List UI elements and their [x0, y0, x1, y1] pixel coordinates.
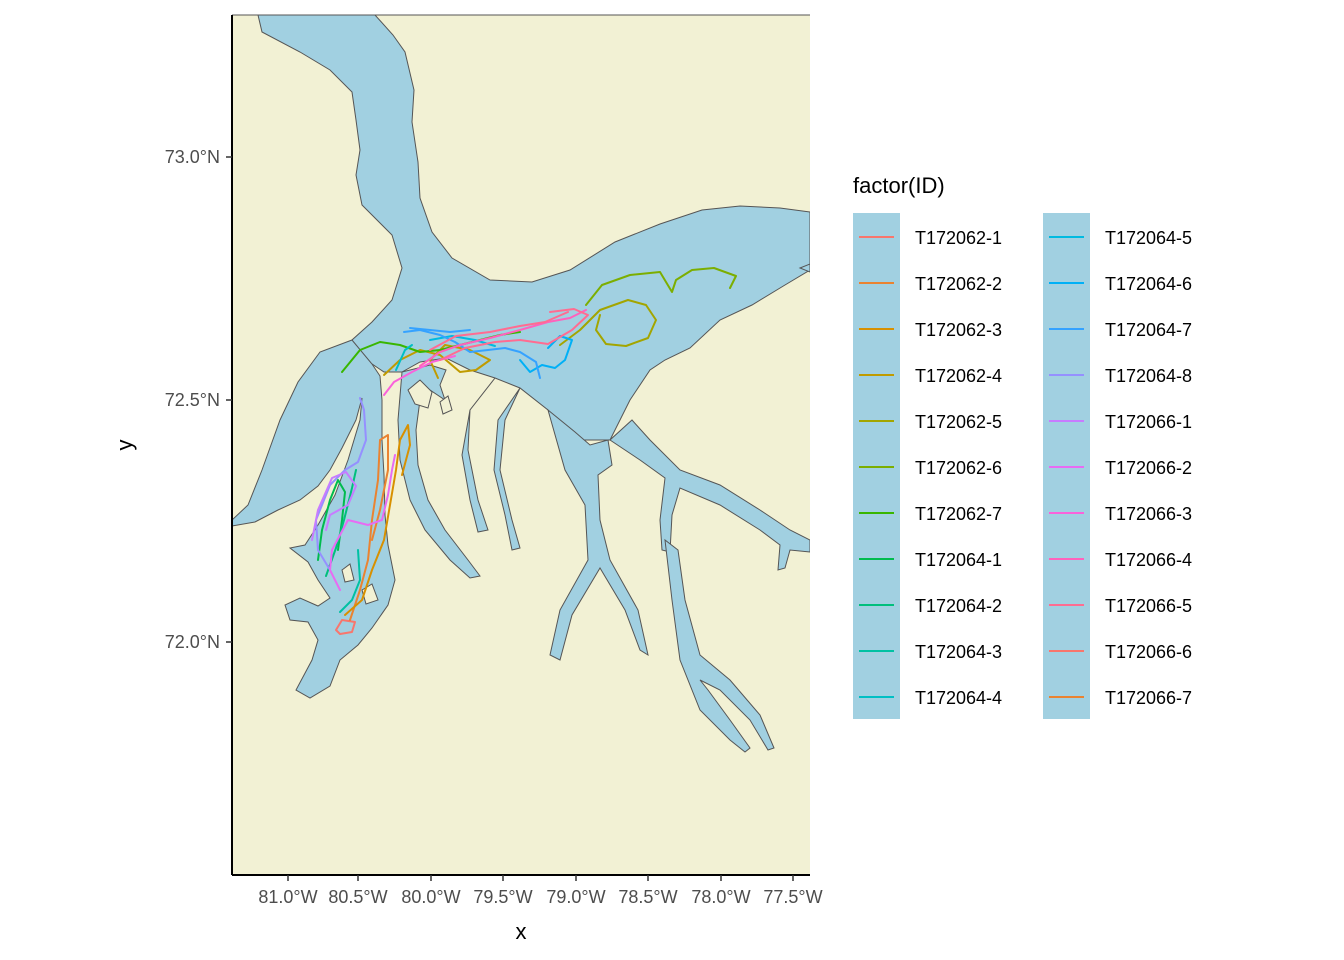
track-T172062-5 [559, 299, 657, 347]
track-T172066-2 [311, 471, 357, 541]
legend-label: T172064-1 [915, 550, 1002, 570]
legend-title: factor(ID) [853, 173, 945, 198]
legend-label: T172062-3 [915, 320, 1002, 340]
legend-label: T172062-7 [915, 504, 1002, 524]
legend-label: T172064-3 [915, 642, 1002, 662]
y-tick-label: 73.0°N [165, 147, 220, 167]
legend-label: T172064-2 [915, 596, 1002, 616]
legend-label: T172066-2 [1105, 458, 1192, 478]
legend-label: T172062-5 [915, 412, 1002, 432]
legend-entries: T172062-1 T172062-2 T172062-3 T172062-4 T172… [859, 228, 1192, 708]
track-T172064-4 [395, 344, 413, 371]
track-T172066-7 [429, 311, 569, 351]
x-axis: 81.0°W 80.5°W 80.0°W 79.5°W 79.0°W 78.5°… [258, 875, 823, 907]
x-tick-label: 79.0°W [546, 887, 605, 907]
legend: factor(ID) T172062-1T172062-2T172062-3T1… [853, 173, 1192, 719]
x-axis-title: x [516, 919, 527, 944]
tracks [311, 267, 737, 635]
legend-label: T172066-5 [1105, 596, 1192, 616]
track-T172066-3 [329, 454, 396, 591]
legend-label: T172064-6 [1105, 274, 1192, 294]
y-tick-label: 72.0°N [165, 632, 220, 652]
legend-label: T172066-6 [1105, 642, 1192, 662]
x-tick-label: 78.0°W [691, 887, 750, 907]
far-south-fjord [664, 538, 775, 753]
track-T172062-6 [585, 267, 737, 306]
legend-label: T172064-7 [1105, 320, 1192, 340]
legend-label: T172062-2 [915, 274, 1002, 294]
upper-right-bay-edge [798, 263, 810, 273]
track-T172064-3 [339, 549, 361, 613]
legend-label: T172066-1 [1105, 412, 1192, 432]
island-north [407, 379, 433, 409]
y-axis: 73.0°N 72.5°N 72.0°N [165, 147, 232, 652]
island-south-2 [341, 563, 355, 583]
legend-label: T172062-4 [915, 366, 1002, 386]
track-T172064-1 [317, 479, 346, 561]
y-tick-label: 72.5°N [165, 390, 220, 410]
southeast-fjord-3 [547, 408, 649, 661]
track-T172064-7 [403, 329, 541, 379]
legend-label: T172064-8 [1105, 366, 1192, 386]
y-axis-title: y [112, 440, 137, 451]
legend-label: T172066-7 [1105, 688, 1192, 708]
x-tick-label: 80.0°W [401, 887, 460, 907]
central-island-inlet [397, 364, 481, 579]
x-tick-label: 81.0°W [258, 887, 317, 907]
track-T172062-1 [335, 619, 356, 635]
legend-label: T172064-4 [915, 688, 1002, 708]
track-T172062-3 [344, 424, 411, 616]
x-tick-label: 79.5°W [473, 887, 532, 907]
track-T172066-6 [439, 308, 589, 361]
southeast-fjord-1 [461, 377, 496, 533]
track-T172064-8 [409, 327, 471, 333]
legend-label: T172062-1 [915, 228, 1002, 248]
x-tick-label: 77.5°W [763, 887, 822, 907]
southeast-fjord-2 [493, 387, 521, 551]
east-fjord-and-branches [609, 419, 810, 571]
track-T172062-2 [349, 434, 389, 621]
legend-label: T172066-4 [1105, 550, 1192, 570]
x-tick-label: 80.5°W [328, 887, 387, 907]
legend-label: T172064-5 [1105, 228, 1192, 248]
legend-label: T172062-6 [915, 458, 1002, 478]
x-tick-label: 78.5°W [618, 887, 677, 907]
track-T172066-1 [315, 397, 367, 571]
island-small-1 [439, 395, 453, 415]
track-T172066-5 [419, 309, 587, 367]
legend-label: T172066-3 [1105, 504, 1192, 524]
